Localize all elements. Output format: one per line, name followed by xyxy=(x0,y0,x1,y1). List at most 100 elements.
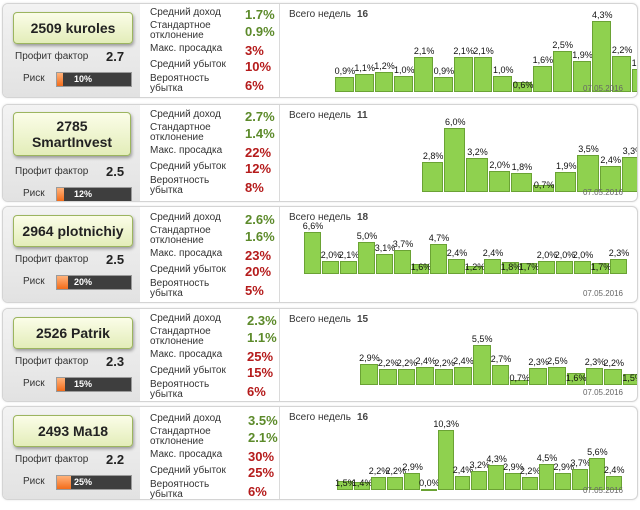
risk-meter: 10% xyxy=(56,72,132,87)
account-name-button[interactable]: 2526 Patrik xyxy=(13,317,133,349)
chart-bar-label: 1,2% xyxy=(374,61,395,72)
std-dev-label: Стандартное отклонение xyxy=(150,326,211,347)
loss-probability-value: 6% xyxy=(245,78,264,93)
chart-bar xyxy=(374,72,394,92)
chart-bar-label: 1,5% xyxy=(622,373,637,383)
chart-bar xyxy=(510,379,529,385)
std-dev-label: Стандартное отклонение xyxy=(150,225,211,246)
total-weeks-value: 16 xyxy=(356,412,369,423)
chart-bar-label: 2,3% xyxy=(608,248,630,259)
risk-label: Риск xyxy=(23,476,45,487)
account-card: 2493 Ma18 Профит фактор 2.2 Риск 25% Средний … xyxy=(2,406,638,500)
avg-income-label: Средний доход xyxy=(150,313,221,324)
chart-bar xyxy=(555,473,572,490)
chart-bar xyxy=(304,231,321,274)
loss-probability-label: Вероятность убытка xyxy=(150,175,210,196)
weekly-chart: Всего недель 15 2,9% 2,2% 2,2% 2,4% 2,2% 2,4% 5,… xyxy=(279,309,637,401)
chart-bar-label: 2,2% xyxy=(385,466,407,477)
avg-income-label: Средний доход xyxy=(150,7,221,18)
chart-bar xyxy=(397,368,416,385)
chart-bar-label: 1,9% xyxy=(572,49,593,60)
chart-bar-label: 3,2% xyxy=(469,460,491,471)
std-dev-value: 1.1% xyxy=(247,330,277,345)
chart-bar xyxy=(502,262,519,274)
account-summary-panel: 2509 kuroles Профит фактор 2.7 Риск 10% xyxy=(3,4,140,97)
risk-label: Риск xyxy=(23,378,45,389)
loss-probability-value: 6% xyxy=(248,484,267,499)
chart-bar-label: 2,9% xyxy=(503,462,524,473)
weekly-chart: Всего недель 11 2,8% 6,0% 3,2% 2,0% 1,8% 0,7% 1,… xyxy=(279,105,637,201)
chart-bar-label: 2,9% xyxy=(359,352,380,363)
max-drawdown-label: Макс. просадка xyxy=(150,248,223,259)
chart-bar xyxy=(510,172,532,192)
total-weeks-label: Всего недель xyxy=(289,9,351,20)
chart-bar-label: 1,4% xyxy=(351,478,373,488)
chart-bar xyxy=(472,344,491,385)
account-card: 2526 Patrik Профит фактор 2.3 Риск 15% Средни… xyxy=(2,308,638,402)
avg-loss-label: Средний убыток xyxy=(150,59,226,70)
account-summary-panel: 2964 plotnichiy Профит фактор 2.5 Риск 20% xyxy=(3,207,140,302)
chart-bar xyxy=(454,367,472,385)
chart-bar xyxy=(605,476,622,490)
chart-bar xyxy=(529,368,547,385)
chart-bar xyxy=(488,170,510,192)
chart-bar xyxy=(552,50,572,92)
total-weeks: Всего недель 15 xyxy=(289,314,368,325)
chart-bar xyxy=(592,263,609,274)
risk-meter-fill xyxy=(57,73,63,86)
chart-bar-label: 2,4% xyxy=(415,356,437,367)
chart-bar-label: 2,0% xyxy=(572,250,594,261)
chart-bar xyxy=(430,243,447,274)
loss-probability-value: 8% xyxy=(245,180,264,195)
max-drawdown-value: 23% xyxy=(245,248,272,263)
chart-bar xyxy=(610,259,627,274)
chart-bar xyxy=(473,57,493,92)
max-drawdown-value: 25% xyxy=(247,349,274,364)
std-dev-label: Стандартное отклонение xyxy=(150,20,211,41)
chart-bar-label: 1,5% xyxy=(335,478,356,488)
avg-income-label: Средний доход xyxy=(150,109,221,120)
chart-bar xyxy=(387,477,404,490)
chart-bar xyxy=(370,477,387,490)
total-weeks: Всего недель 11 xyxy=(289,110,368,121)
loss-probability-value: 5% xyxy=(245,283,264,298)
weekly-chart: Всего недель 18 6,6% 2,0% 2,1% 5,0% 3,1% 3,7% 1,… xyxy=(279,207,637,302)
chart-bar xyxy=(444,127,466,192)
chart-bar-label: 2,7% xyxy=(490,354,512,365)
avg-loss-label: Средний убыток xyxy=(150,264,226,275)
chart-bar-label: 0,0% xyxy=(419,478,440,488)
chart-bar-label: 2,4% xyxy=(603,465,625,476)
chart-bar xyxy=(416,367,435,385)
chart-bar xyxy=(533,184,555,192)
chart-bar xyxy=(378,368,397,385)
profit-factor-value: 2.2 xyxy=(106,452,125,467)
chart-bar xyxy=(491,365,510,385)
profit-factor-label: Профит фактор xyxy=(15,166,89,177)
chart-bar-label: 1,4% xyxy=(631,57,637,68)
max-drawdown-label: Макс. просадка xyxy=(150,349,223,360)
chart-bar-label: 0,6% xyxy=(512,80,534,90)
chart-bar-label: 0,9% xyxy=(334,66,356,77)
avg-loss-label: Средний убыток xyxy=(150,465,226,476)
std-dev-value: 1.4% xyxy=(245,126,275,141)
account-summary-panel: 2785 SmartInvest Профит фактор 2.5 Риск 12% xyxy=(3,105,140,201)
chart-bar xyxy=(435,368,453,385)
chart-bar-label: 1,6% xyxy=(565,373,587,383)
account-name-button[interactable]: 2785 SmartInvest xyxy=(13,112,131,156)
chart-bar-label: 0,7% xyxy=(533,180,555,190)
chart-bar xyxy=(623,374,637,385)
profit-factor-label: Профит фактор xyxy=(15,254,89,265)
chart-bar xyxy=(394,250,411,274)
risk-meter-fill xyxy=(57,378,65,391)
chart-bar xyxy=(422,162,444,192)
chart-bar xyxy=(599,166,621,192)
chart-bar-label: 3,5% xyxy=(578,143,599,154)
risk-meter: 25% xyxy=(56,475,132,490)
account-name-button[interactable]: 2964 plotnichiy xyxy=(13,215,133,247)
account-name-button[interactable]: 2493 Ma18 xyxy=(13,415,133,447)
account-name-button[interactable]: 2509 kuroles xyxy=(13,12,133,44)
chart-bar xyxy=(533,65,552,92)
chart-bar-label: 5,5% xyxy=(471,333,493,344)
chart-bar-label: 6,0% xyxy=(445,116,466,127)
total-weeks-value: 11 xyxy=(356,110,368,121)
